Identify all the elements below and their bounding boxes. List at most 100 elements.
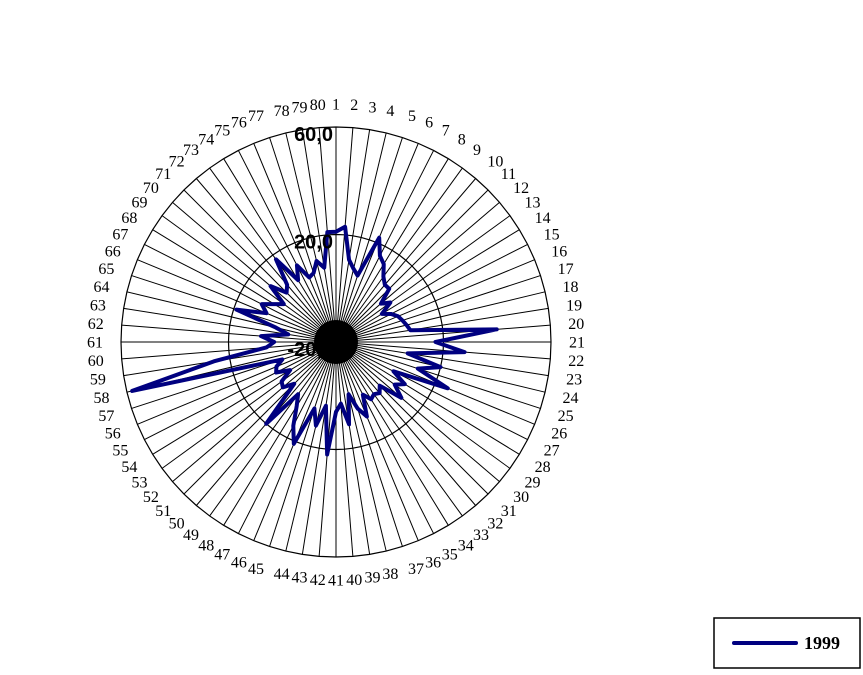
category-label: 68 (121, 210, 137, 227)
center-layer (314, 320, 358, 364)
category-label: 48 (198, 537, 214, 554)
category-label: 13 (525, 195, 541, 212)
category-label: 69 (132, 195, 148, 212)
spoke-30 (335, 341, 500, 483)
category-label: 56 (105, 426, 121, 443)
category-label: 72 (169, 154, 185, 171)
category-label: 65 (98, 261, 114, 278)
spoke-4 (335, 132, 387, 343)
category-label: 54 (121, 459, 137, 476)
category-label: 52 (143, 489, 159, 506)
spoke-74 (223, 158, 337, 343)
category-label: 34 (458, 537, 474, 554)
category-label: 14 (535, 210, 551, 227)
spoke-31 (335, 341, 489, 495)
spoke-15 (335, 243, 528, 343)
category-label: 71 (155, 166, 171, 183)
category-label: 79 (292, 99, 308, 116)
category-label: 46 (231, 554, 247, 571)
category-label: 73 (183, 142, 199, 159)
category-label: 6 (425, 115, 433, 132)
spoke-layer (121, 127, 551, 557)
category-label-layer: 1 2 3 4 5 6 7891011121314151617181920212223242… (87, 97, 585, 590)
spoke-36 (335, 341, 419, 541)
category-label: 30 (513, 489, 529, 506)
category-label: 61 (87, 335, 103, 352)
spoke-43 (301, 341, 337, 555)
spoke-11 (335, 189, 489, 343)
spoke-32 (335, 341, 477, 506)
category-label: 38 (382, 566, 398, 583)
spoke-48 (223, 341, 337, 526)
spoke-57 (131, 341, 337, 409)
spoke-55 (144, 341, 337, 441)
category-label: 11 (501, 166, 516, 183)
category-label: 62 (88, 316, 104, 333)
spoke-62 (121, 324, 337, 343)
category-label: 23 (566, 372, 582, 389)
category-label: 2 (350, 97, 358, 114)
category-label: 50 (169, 515, 185, 532)
category-label: 58 (93, 390, 109, 407)
spoke-22 (335, 341, 551, 360)
category-label: 24 (563, 390, 579, 407)
category-label: 64 (93, 279, 109, 296)
category-label: 22 (568, 353, 584, 370)
spoke-28 (335, 341, 520, 455)
spoke-70 (172, 201, 337, 343)
spoke-52 (172, 341, 337, 483)
spoke-73 (209, 167, 337, 343)
category-label: 42 (310, 572, 326, 589)
category-label: 5 (408, 108, 416, 125)
spoke-37 (335, 341, 403, 547)
spoke-79 (301, 129, 337, 343)
category-label: 7 (442, 122, 450, 139)
spoke-56 (137, 341, 337, 425)
category-label: 26 (551, 426, 567, 443)
category-label: 36 (425, 554, 441, 571)
legend-series-label: 1999 (804, 633, 840, 653)
category-label: 67 (112, 226, 128, 243)
category-label: 12 (513, 180, 529, 197)
spoke-23 (335, 341, 549, 377)
category-label: 49 (183, 527, 199, 544)
category-label: 55 (112, 443, 128, 460)
spoke-12 (335, 201, 500, 343)
spoke-3 (335, 129, 371, 343)
spoke-33 (335, 341, 463, 517)
category-label: 75 (214, 122, 230, 139)
category-label: 28 (535, 459, 551, 476)
category-label: 20 (568, 316, 584, 333)
category-label: 74 (198, 132, 214, 149)
spoke-38 (335, 341, 387, 552)
spoke-8 (335, 158, 449, 343)
spoke-66 (137, 259, 337, 343)
spoke-40 (335, 341, 354, 557)
category-label: 18 (563, 279, 579, 296)
category-label: 37 (408, 561, 424, 578)
category-label: 59 (90, 372, 106, 389)
spoke-7 (335, 150, 435, 343)
category-label: 10 (487, 154, 503, 171)
category-label: 16 (551, 243, 567, 260)
category-label: 40 (346, 572, 362, 589)
category-label: 76 (231, 115, 247, 132)
spoke-10 (335, 178, 477, 343)
spoke-54 (152, 341, 337, 455)
spoke-67 (144, 243, 337, 343)
category-label: 45 (248, 561, 264, 578)
category-label: 78 (274, 103, 290, 120)
spoke-69 (161, 215, 337, 343)
category-label: 53 (132, 474, 148, 491)
category-label: 8 (458, 132, 466, 149)
category-label: 3 (368, 99, 376, 116)
spoke-53 (161, 341, 337, 469)
category-label: 27 (544, 443, 560, 460)
category-label: 25 (558, 408, 574, 425)
category-label: 47 (214, 547, 230, 564)
spoke-78 (285, 132, 337, 343)
legend: 1999 (713, 617, 861, 669)
category-label: 9 (473, 142, 481, 159)
category-label: 60 (88, 353, 104, 370)
